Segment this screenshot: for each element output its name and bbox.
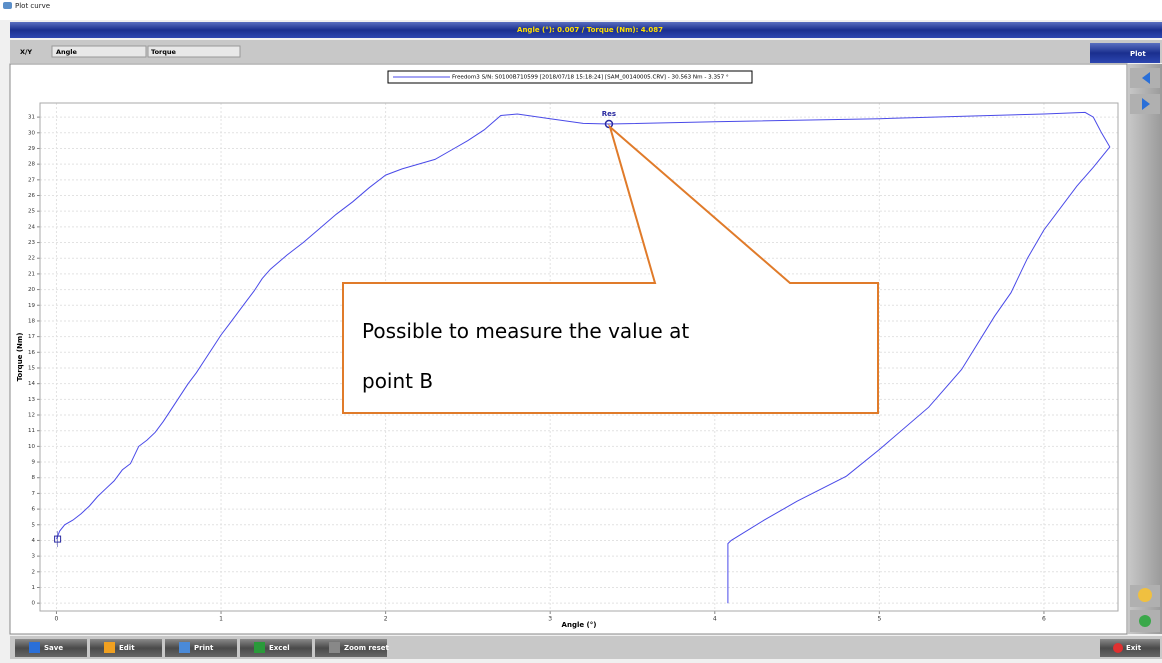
exit-icon bbox=[1113, 643, 1123, 653]
x-tick-label: 0 bbox=[55, 616, 59, 623]
exit-button[interactable] bbox=[1100, 639, 1160, 657]
y-tick-label: 6 bbox=[32, 507, 36, 513]
y-tick-label: 2 bbox=[32, 569, 36, 575]
xy-label: X/Y bbox=[20, 48, 32, 56]
x-select[interactable] bbox=[51, 45, 147, 58]
y-tick-label: 26 bbox=[28, 193, 35, 199]
y-tick-label: 3 bbox=[32, 554, 36, 560]
x-tick-label: 4 bbox=[713, 616, 717, 623]
exit-label: Exit bbox=[1126, 644, 1142, 652]
y-tick-label: 11 bbox=[28, 428, 35, 434]
y-tick-label: 21 bbox=[28, 271, 35, 277]
y-tick-label: 30 bbox=[28, 130, 35, 136]
y-select-value: Torque bbox=[151, 48, 177, 56]
button-label: Print bbox=[194, 644, 214, 652]
plot-button-label: Plot bbox=[1130, 50, 1146, 58]
toolbar bbox=[10, 40, 1162, 63]
button-label: Excel bbox=[269, 644, 290, 652]
button-icon bbox=[254, 642, 265, 653]
curve bbox=[56, 111, 1111, 604]
y-tick-label: 22 bbox=[28, 256, 35, 262]
prev-icon bbox=[1142, 72, 1150, 84]
y-tick-label: 23 bbox=[28, 240, 35, 246]
y-tick-label: 5 bbox=[32, 522, 36, 528]
legend bbox=[387, 70, 753, 84]
y-tick-label: 12 bbox=[28, 413, 35, 419]
y-tick-label: 18 bbox=[28, 318, 35, 324]
y-tick-label: 4 bbox=[32, 538, 36, 544]
y-tick-label: 31 bbox=[28, 115, 35, 121]
y-tick-label: 8 bbox=[32, 475, 36, 481]
y-tick-label: 27 bbox=[28, 177, 35, 183]
y-select[interactable] bbox=[147, 45, 241, 58]
button-icon bbox=[29, 642, 40, 653]
title-bar bbox=[0, 0, 1162, 20]
y-tick-label: 13 bbox=[28, 397, 35, 403]
readout: Angle (°): 0.007 / Torque (Nm): 4.087 bbox=[517, 26, 663, 34]
x-tick-label: 3 bbox=[548, 616, 552, 623]
callout-box bbox=[342, 124, 879, 414]
button-icon bbox=[179, 642, 190, 653]
y-tick-label: 15 bbox=[28, 365, 35, 371]
y-tick-label: 24 bbox=[28, 224, 35, 230]
result-label: Res bbox=[602, 110, 616, 118]
help-icon bbox=[1138, 588, 1152, 602]
y-tick-label: 1 bbox=[32, 585, 36, 591]
button-icon bbox=[104, 642, 115, 653]
y-tick-label: 25 bbox=[28, 209, 35, 215]
window-icon bbox=[3, 2, 12, 9]
callout-line-1: Possible to measure the value at bbox=[362, 319, 689, 343]
legend-entry: Freedom3 S/N: S0100B710599 [2018/07/18 1… bbox=[452, 75, 729, 81]
y-tick-label: 7 bbox=[32, 491, 36, 497]
window-title: Plot curve bbox=[15, 2, 50, 10]
y-tick-label: 28 bbox=[28, 162, 35, 168]
y-axis-label: Torque (Nm) bbox=[16, 333, 24, 382]
x-tick-label: 2 bbox=[384, 616, 388, 623]
y-tick-label: 14 bbox=[28, 381, 35, 387]
x-select-value: Angle bbox=[56, 48, 78, 56]
plot-button[interactable] bbox=[1090, 43, 1160, 63]
y-tick-label: 20 bbox=[28, 287, 35, 293]
y-tick-label: 0 bbox=[32, 601, 36, 607]
y-tick-label: 19 bbox=[28, 303, 35, 309]
button-icon bbox=[329, 642, 340, 653]
button-label: Edit bbox=[119, 644, 135, 652]
plot-frame bbox=[39, 102, 1119, 612]
y-tick-label: 17 bbox=[28, 334, 35, 340]
readout-bar bbox=[10, 22, 1162, 38]
button-label: Save bbox=[44, 644, 63, 652]
callout-line-2: point B bbox=[362, 369, 433, 393]
y-tick-label: 16 bbox=[28, 350, 35, 356]
result-marker bbox=[604, 119, 614, 129]
y-tick-label: 10 bbox=[28, 444, 35, 450]
y-tick-label: 9 bbox=[32, 460, 36, 466]
x-axis-label: Angle (°) bbox=[562, 621, 597, 629]
next-icon bbox=[1142, 98, 1150, 110]
settings-icon bbox=[1139, 615, 1151, 627]
y-tick-label: 29 bbox=[28, 146, 35, 152]
button-label: Zoom reset bbox=[344, 644, 390, 652]
side-panel bbox=[1128, 64, 1162, 634]
x-tick-label: 6 bbox=[1042, 616, 1046, 623]
x-tick-label: 5 bbox=[877, 616, 881, 623]
x-tick-label: 1 bbox=[219, 616, 223, 623]
